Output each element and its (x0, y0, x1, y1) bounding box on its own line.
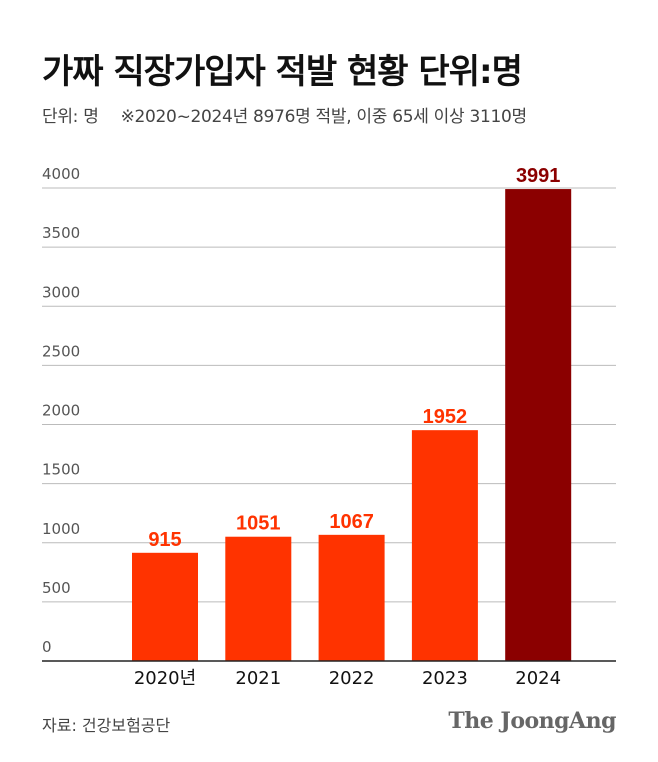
y-tick-label: 3000 (42, 283, 80, 301)
bar (132, 552, 198, 661)
bar (505, 189, 572, 661)
bar (411, 430, 478, 661)
y-tick-label: 2500 (42, 342, 80, 360)
y-tick-label: 2000 (42, 402, 80, 420)
y-tick-label: 4000 (42, 165, 80, 183)
y-tick-label: 1000 (42, 520, 80, 538)
y-tick-label: 3500 (42, 224, 80, 242)
x-tick-label: 2022 (329, 668, 375, 689)
data-label: 1952 (423, 406, 468, 428)
data-label: 1051 (236, 513, 281, 535)
chart-title: 가짜 직장가입자 적발 현황 단위:명 (42, 52, 523, 92)
bar (225, 536, 292, 661)
bar (318, 534, 385, 661)
summary-note: ※2020~2024년 8976명 적발, 이중 65세 이상 3110명 (120, 107, 528, 127)
y-tick-label: 500 (42, 579, 71, 597)
brand-logo: The JoongAng (448, 708, 616, 734)
chart-subtitle: 단위: 명 ※2020~2024년 8976명 적발, 이중 65세 이상 311… (42, 102, 527, 127)
y-tick-label: 0 (42, 638, 52, 656)
data-label: 915 (148, 529, 181, 551)
x-tick-label: 2024 (515, 668, 561, 689)
x-tick-label: 2020년 (134, 668, 196, 689)
unit-label: 단위: 명 (42, 107, 99, 127)
x-tick-label: 2021 (235, 668, 281, 689)
source-label: 자료: 건강보험공단 (42, 716, 171, 735)
x-tick-label: 2023 (422, 668, 468, 689)
data-label: 1067 (329, 511, 374, 533)
y-tick-label: 1500 (42, 461, 80, 479)
data-label: 3991 (516, 165, 561, 187)
